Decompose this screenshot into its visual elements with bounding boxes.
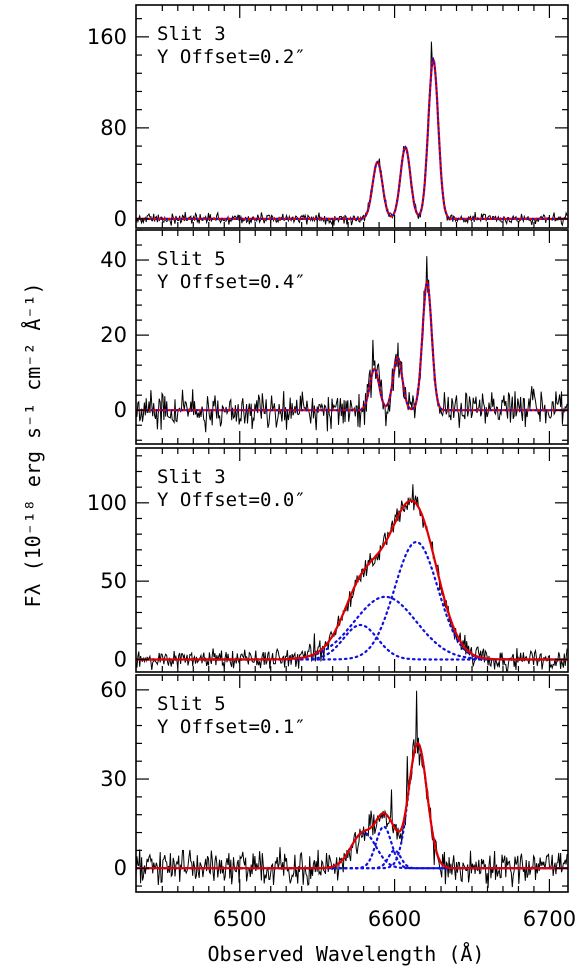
y-tick-label: 0 xyxy=(114,647,127,671)
x-tick-label: 6600 xyxy=(368,907,421,931)
model-fit xyxy=(136,742,568,870)
model-fit xyxy=(136,280,568,412)
panel-1: 0 80 160 Slit 3Y Offset=0.2″ xyxy=(87,4,569,231)
y-tick-label: 50 xyxy=(100,569,127,593)
offset-label: Y Offset=0.1″ xyxy=(157,716,306,738)
observed-spectrum xyxy=(136,484,568,672)
y-axis-label: Fλ (10⁻¹⁸ erg s⁻¹ cm⁻² Å⁻¹) xyxy=(21,282,45,607)
slit-label: Slit 5 xyxy=(157,693,226,715)
panel-2: 0 20 40 Slit 5Y Offset=0.4″ xyxy=(100,229,569,445)
y-tick-label: 20 xyxy=(100,323,127,347)
y-tick-label: 0 xyxy=(114,856,127,880)
panel-4: 0 30 60 6500 6600 6700 Slit 5Y Offset=0.1″ xyxy=(100,674,576,931)
offset-label: Y Offset=0.4″ xyxy=(157,271,306,293)
model-fit-components xyxy=(136,280,568,412)
y-tick-label: 80 xyxy=(100,116,127,140)
y-tick-label: 0 xyxy=(114,398,127,422)
offset-label: Y Offset=0.2″ xyxy=(157,46,306,68)
model-fit xyxy=(136,56,568,220)
panel-frame xyxy=(135,447,569,673)
x-tick-label: 6500 xyxy=(213,907,266,931)
model-fit-components xyxy=(136,57,568,220)
slit-label: Slit 3 xyxy=(157,23,226,45)
panel-frame xyxy=(135,229,569,445)
y-tick-label: 60 xyxy=(100,678,127,702)
offset-label: Y Offset=0.0″ xyxy=(157,489,306,511)
y-tick-label: 100 xyxy=(87,491,127,515)
slit-label: Slit 3 xyxy=(157,466,226,488)
y-tick-label: 30 xyxy=(100,767,127,791)
y-tick-label: 160 xyxy=(87,25,127,49)
x-axis-label: Observed Wavelength (Å) xyxy=(208,942,485,966)
y-tick-label: 0 xyxy=(114,207,127,231)
slit-label: Slit 5 xyxy=(157,248,226,270)
x-tick-label: 6700 xyxy=(523,907,576,931)
y-tick-label: 40 xyxy=(100,248,127,272)
panel-3: 0 50 100 Slit 3Y Offset=0.0″ xyxy=(87,447,569,673)
model-fit xyxy=(136,499,568,661)
panel-frame xyxy=(135,4,569,229)
component-2 xyxy=(136,595,568,661)
observed-spectrum xyxy=(136,41,568,227)
panel-frame xyxy=(135,674,569,893)
observed-spectrum xyxy=(136,256,568,433)
